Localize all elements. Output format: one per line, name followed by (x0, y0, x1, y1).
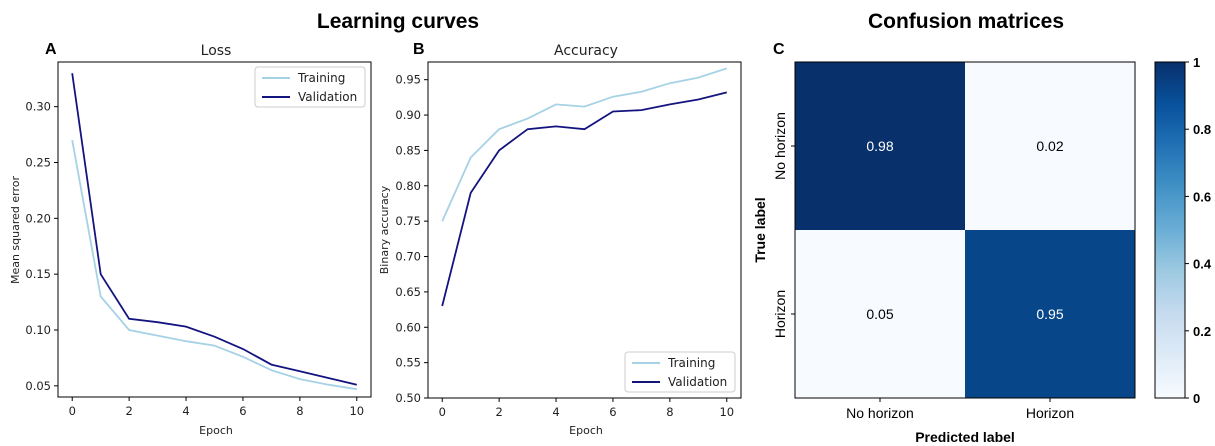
accuracy-x-ticks: 0 2 4 6 8 10 (439, 398, 734, 419)
accuracy-chart: Accuracy 0 2 4 6 8 10 0.50 0.55 0.60 0.65 0.70 0.7… (378, 43, 742, 437)
accuracy-series-layer (441, 67, 728, 307)
confusion-cell (965, 230, 1135, 398)
colorbar-tick-label: 0.8 (1193, 122, 1211, 137)
loss-series-layer (71, 73, 358, 391)
accuracy-legend-training-label: Training (667, 356, 715, 370)
confusion-cell (795, 62, 965, 230)
confusion-cell-value: 0.95 (1036, 306, 1063, 322)
loss-y-tick-label: 0.25 (25, 156, 51, 170)
loss-x-ticks: 0 2 4 6 8 10 (69, 397, 364, 418)
accuracy-y-ticks: 0.50 0.55 0.60 0.65 0.70 0.75 0.80 0.85 0.90 0.95 (395, 73, 428, 405)
accuracy-x-tick-label: 2 (495, 405, 502, 419)
loss-y-tick-label: 0.05 (25, 379, 51, 393)
loss-x-tick-label: 2 (125, 404, 132, 418)
colorbar-tick-label: 0.4 (1193, 257, 1212, 272)
loss-legend: Training Validation (254, 66, 366, 108)
confusion-cell (965, 62, 1135, 230)
colorbar-tick-label: 0 (1193, 391, 1200, 406)
accuracy-validation-line (441, 91, 728, 307)
accuracy-x-tick-label: 6 (609, 405, 616, 419)
accuracy-training-line (441, 67, 728, 222)
loss-x-tick-label: 8 (296, 404, 303, 418)
loss-legend-training-label: Training (297, 71, 345, 85)
loss-validation-line (71, 73, 358, 386)
accuracy-y-tick-label: 0.85 (395, 143, 421, 157)
loss-x-tick-label: 6 (239, 404, 246, 418)
confusion-y-tick-label: Horizon (772, 290, 788, 338)
accuracy-legend: Training Validation (624, 351, 736, 393)
confusion-cell (795, 230, 965, 398)
colorbar-tick-label: 0.6 (1193, 189, 1211, 204)
confusion-y-tick-label: No horizon (772, 112, 788, 180)
loss-chart: Loss 0 2 4 6 8 10 0.05 0.10 0.15 0.20 0.25 0.30 Ep… (9, 43, 372, 437)
loss-x-tick-label: 10 (349, 404, 364, 418)
loss-y-tick-label: 0.15 (25, 267, 51, 281)
loss-y-axis-label: Mean squared error (9, 176, 22, 285)
confusion-cell-value: 0.98 (866, 138, 893, 154)
accuracy-x-tick-label: 4 (552, 405, 559, 419)
colorbar-tick-label: 1 (1193, 55, 1200, 70)
loss-y-tick-label: 0.10 (25, 323, 51, 337)
accuracy-y-axis-label: Binary accuracy (378, 185, 391, 274)
accuracy-plot-frame (427, 61, 742, 399)
accuracy-y-tick-label: 0.95 (395, 73, 421, 87)
loss-y-tick-label: 0.20 (25, 211, 51, 225)
accuracy-y-tick-label: 0.65 (395, 285, 421, 299)
accuracy-y-tick-label: 0.50 (395, 391, 421, 405)
confusion-matrix-frame (794, 61, 1136, 399)
colorbar-tick-label: 0.2 (1193, 324, 1211, 339)
confusion-matrix-cells: 0.98 0.02 0.05 0.95 (795, 62, 1135, 398)
panel-letter-b: B (413, 41, 425, 58)
confusion-cell-value: 0.02 (1036, 138, 1063, 154)
accuracy-y-tick-label: 0.80 (395, 179, 421, 193)
colorbar-ticks: 0 0.2 0.4 0.6 0.8 1 (1185, 55, 1212, 406)
section-title-confusion-matrices: Confusion matrices (868, 10, 1064, 33)
loss-chart-title: Loss (201, 43, 232, 59)
accuracy-y-tick-label: 0.70 (395, 250, 421, 264)
panel-letter-c: C (773, 41, 785, 58)
loss-plot-frame (57, 61, 372, 398)
loss-y-ticks: 0.05 0.10 0.15 0.20 0.25 0.30 (25, 100, 58, 393)
confusion-matrix-ticks: No horizon Horizon No horizon Horizon (772, 112, 1074, 421)
accuracy-x-tick-label: 8 (666, 405, 673, 419)
accuracy-chart-title: Accuracy (554, 43, 618, 59)
accuracy-y-tick-label: 0.60 (395, 320, 421, 334)
confusion-y-axis-label: True label (752, 197, 768, 262)
accuracy-y-tick-label: 0.55 (395, 356, 421, 370)
accuracy-x-axis-label: Epoch (569, 424, 603, 437)
accuracy-y-tick-label: 0.75 (395, 214, 421, 228)
accuracy-legend-validation-label: Validation (668, 375, 727, 389)
accuracy-x-tick-label: 10 (719, 405, 734, 419)
accuracy-y-tick-label: 0.90 (395, 108, 421, 122)
accuracy-x-tick-label: 0 (439, 405, 446, 419)
panel-letter-a: A (45, 41, 57, 58)
loss-x-axis-label: Epoch (199, 424, 233, 437)
confusion-x-tick-label: Horizon (1026, 405, 1074, 421)
loss-x-tick-label: 4 (182, 404, 189, 418)
colorbar (1154, 61, 1186, 399)
confusion-x-axis-label: Predicted label (915, 429, 1015, 445)
loss-y-tick-label: 0.30 (25, 100, 51, 114)
loss-training-line (71, 140, 357, 391)
confusion-x-tick-label: No horizon (846, 405, 914, 421)
loss-legend-validation-label: Validation (298, 90, 357, 104)
confusion-cell-value: 0.05 (866, 306, 893, 322)
section-title-learning-curves: Learning curves (317, 10, 479, 33)
loss-x-tick-label: 0 (69, 404, 76, 418)
